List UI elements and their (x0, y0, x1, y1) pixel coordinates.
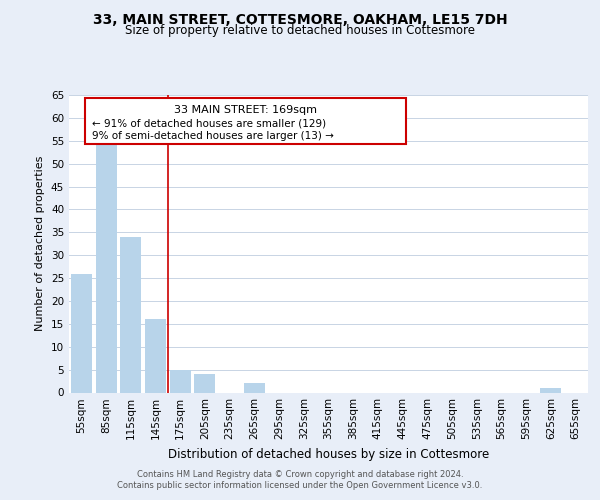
Bar (244, 384, 265, 392)
Bar (170, 370, 191, 392)
Bar (95, 146, 116, 392)
Bar (145, 320, 166, 392)
Text: 9% of semi-detached houses are larger (13) →: 9% of semi-detached houses are larger (1… (92, 132, 334, 141)
Bar (71, 274, 92, 392)
Bar (194, 374, 215, 392)
Text: 33 MAIN STREET: 169sqm: 33 MAIN STREET: 169sqm (174, 106, 317, 116)
Bar (120, 237, 141, 392)
Text: 33, MAIN STREET, COTTESMORE, OAKHAM, LE15 7DH: 33, MAIN STREET, COTTESMORE, OAKHAM, LE1… (92, 12, 508, 26)
Text: Contains public sector information licensed under the Open Government Licence v3: Contains public sector information licen… (118, 481, 482, 490)
Y-axis label: Number of detached properties: Number of detached properties (35, 156, 46, 332)
Text: ← 91% of detached houses are smaller (129): ← 91% of detached houses are smaller (12… (92, 118, 326, 128)
X-axis label: Distribution of detached houses by size in Cottesmore: Distribution of detached houses by size … (168, 448, 489, 461)
FancyBboxPatch shape (85, 98, 406, 144)
Text: Contains HM Land Registry data © Crown copyright and database right 2024.: Contains HM Land Registry data © Crown c… (137, 470, 463, 479)
Text: Size of property relative to detached houses in Cottesmore: Size of property relative to detached ho… (125, 24, 475, 37)
Bar (541, 388, 562, 392)
